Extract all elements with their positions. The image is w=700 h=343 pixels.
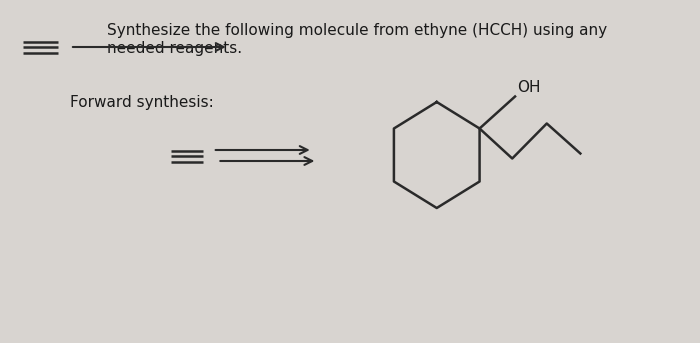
Text: OH: OH	[517, 80, 540, 95]
Text: needed reagents.: needed reagents.	[107, 41, 242, 56]
Text: Forward synthesis:: Forward synthesis:	[70, 95, 214, 110]
Text: Synthesize the following molecule from ethyne (HCCH) using any: Synthesize the following molecule from e…	[107, 23, 608, 38]
